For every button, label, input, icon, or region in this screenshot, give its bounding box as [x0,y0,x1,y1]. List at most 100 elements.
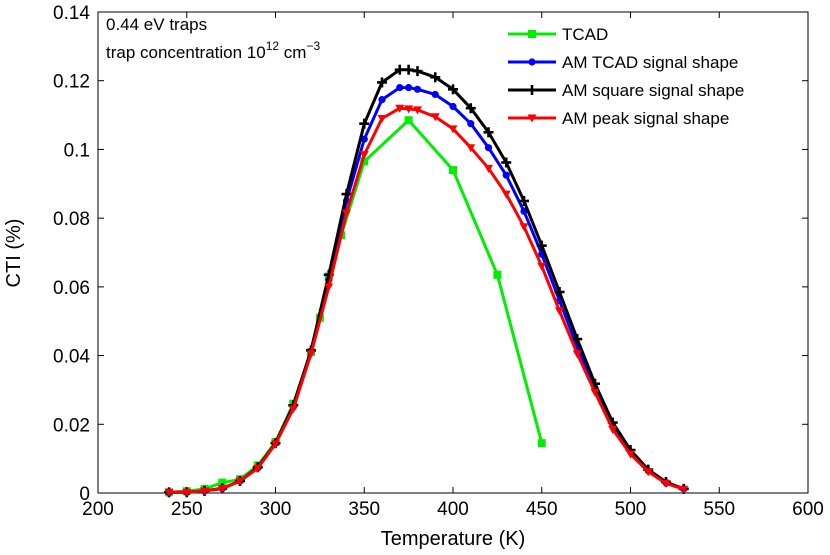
data-point [405,83,413,92]
y-tick-label: 0.14 [53,3,90,24]
legend-marker [528,30,536,38]
data-point [502,171,510,179]
annotation-trap-energy: 0.44 eV traps [106,15,207,34]
data-point [324,283,334,292]
data-point [430,72,441,83]
data-point [306,350,316,359]
legend-item: TCAD [508,25,608,44]
legend-label: AM TCAD signal shape [562,53,738,72]
x-tick-label: 450 [526,499,558,520]
data-point [378,96,386,104]
data-point [164,488,174,497]
legend-label: TCAD [562,25,608,44]
data-point [537,262,547,271]
data-point [413,106,422,115]
annotation-conc-prefix: trap concentration 10 [106,43,266,62]
x-tick-label: 500 [615,499,647,520]
data-point [412,66,423,77]
data-point [555,307,564,316]
y-tick-label: 0.04 [53,347,90,368]
legend-marker [527,85,537,95]
x-tick-label: 200 [82,499,114,520]
legend-item: AM TCAD signal shape [508,53,738,72]
data-point [403,64,414,75]
series-am-peak-signal-shape [164,104,689,497]
legend-label: AM square signal shape [562,81,744,100]
x-tick-label: 550 [703,499,735,520]
x-tick-label: 400 [437,499,469,520]
data-point [572,350,582,359]
data-point [404,105,414,114]
annotation-conc-exponent: 12 [266,39,280,53]
data-point [430,113,440,122]
annotation-trap-concentration: trap concentration 1012 cm−3 [106,39,320,62]
data-point [626,450,635,459]
data-point [394,64,405,75]
x-axis-label: Temperature (K) [381,528,526,550]
legend-marker [527,114,537,123]
data-point [218,478,227,487]
legend: TCAD AM TCAD signal shape AM square signal… [508,25,744,128]
y-tick-label: 0.02 [53,415,90,436]
legend-marker [528,58,536,66]
data-point [341,189,352,200]
data-point [288,405,298,414]
data-point [465,103,476,114]
data-point [360,157,369,166]
data-point [253,464,263,473]
legend-label: AM peak signal shape [562,109,729,128]
data-point [448,84,458,95]
data-point [217,485,227,494]
data-point [501,157,512,168]
y-tick-label: 0.08 [53,209,90,230]
x-tick-label: 350 [348,499,380,520]
data-point [377,77,387,88]
data-point [359,151,369,160]
data-point [679,485,689,494]
data-point [608,425,618,434]
data-point [271,440,280,449]
y-tick-label: 0.12 [53,72,90,93]
x-tick-label: 300 [260,499,292,520]
data-point [449,102,457,111]
y-axis-ticks: 0 0.02 0.04 0.06 0.08 0.1 0.12 0.14 [53,3,808,505]
data-point [413,85,422,93]
data-point [449,166,457,175]
data-point [501,190,511,199]
data-point [493,270,502,279]
data-point [431,90,439,99]
series-layer [164,64,689,498]
legend-item: AM peak signal shape [508,109,729,128]
data-point [359,118,370,129]
data-point [342,209,351,218]
x-tick-label: 600 [792,499,824,520]
data-point [377,115,387,124]
y-tick-label: 0.1 [64,140,90,161]
annotation-conc-unit: cm [279,43,306,62]
data-point [519,195,529,206]
data-point [484,164,493,173]
y-tick-label: 0 [79,484,90,505]
annotation-conc-unit-exponent: −3 [306,39,320,53]
data-point [467,120,475,128]
data-point [395,104,405,113]
data-point [484,144,493,152]
data-point [182,488,192,497]
data-point [448,125,458,134]
data-point [483,127,494,138]
data-point [519,223,529,232]
data-point [360,135,368,143]
x-tick-label: 250 [171,499,203,520]
data-point [537,439,546,448]
data-point [396,83,404,92]
data-point [554,287,565,298]
data-point [536,240,547,251]
legend-item: AM square signal shape [508,81,744,100]
x-axis-ticks: 200 250 300 350 400 450 500 550 600 [82,12,824,520]
data-point [200,487,209,496]
data-point [643,468,653,477]
data-point [590,388,600,397]
data-point [235,477,245,486]
